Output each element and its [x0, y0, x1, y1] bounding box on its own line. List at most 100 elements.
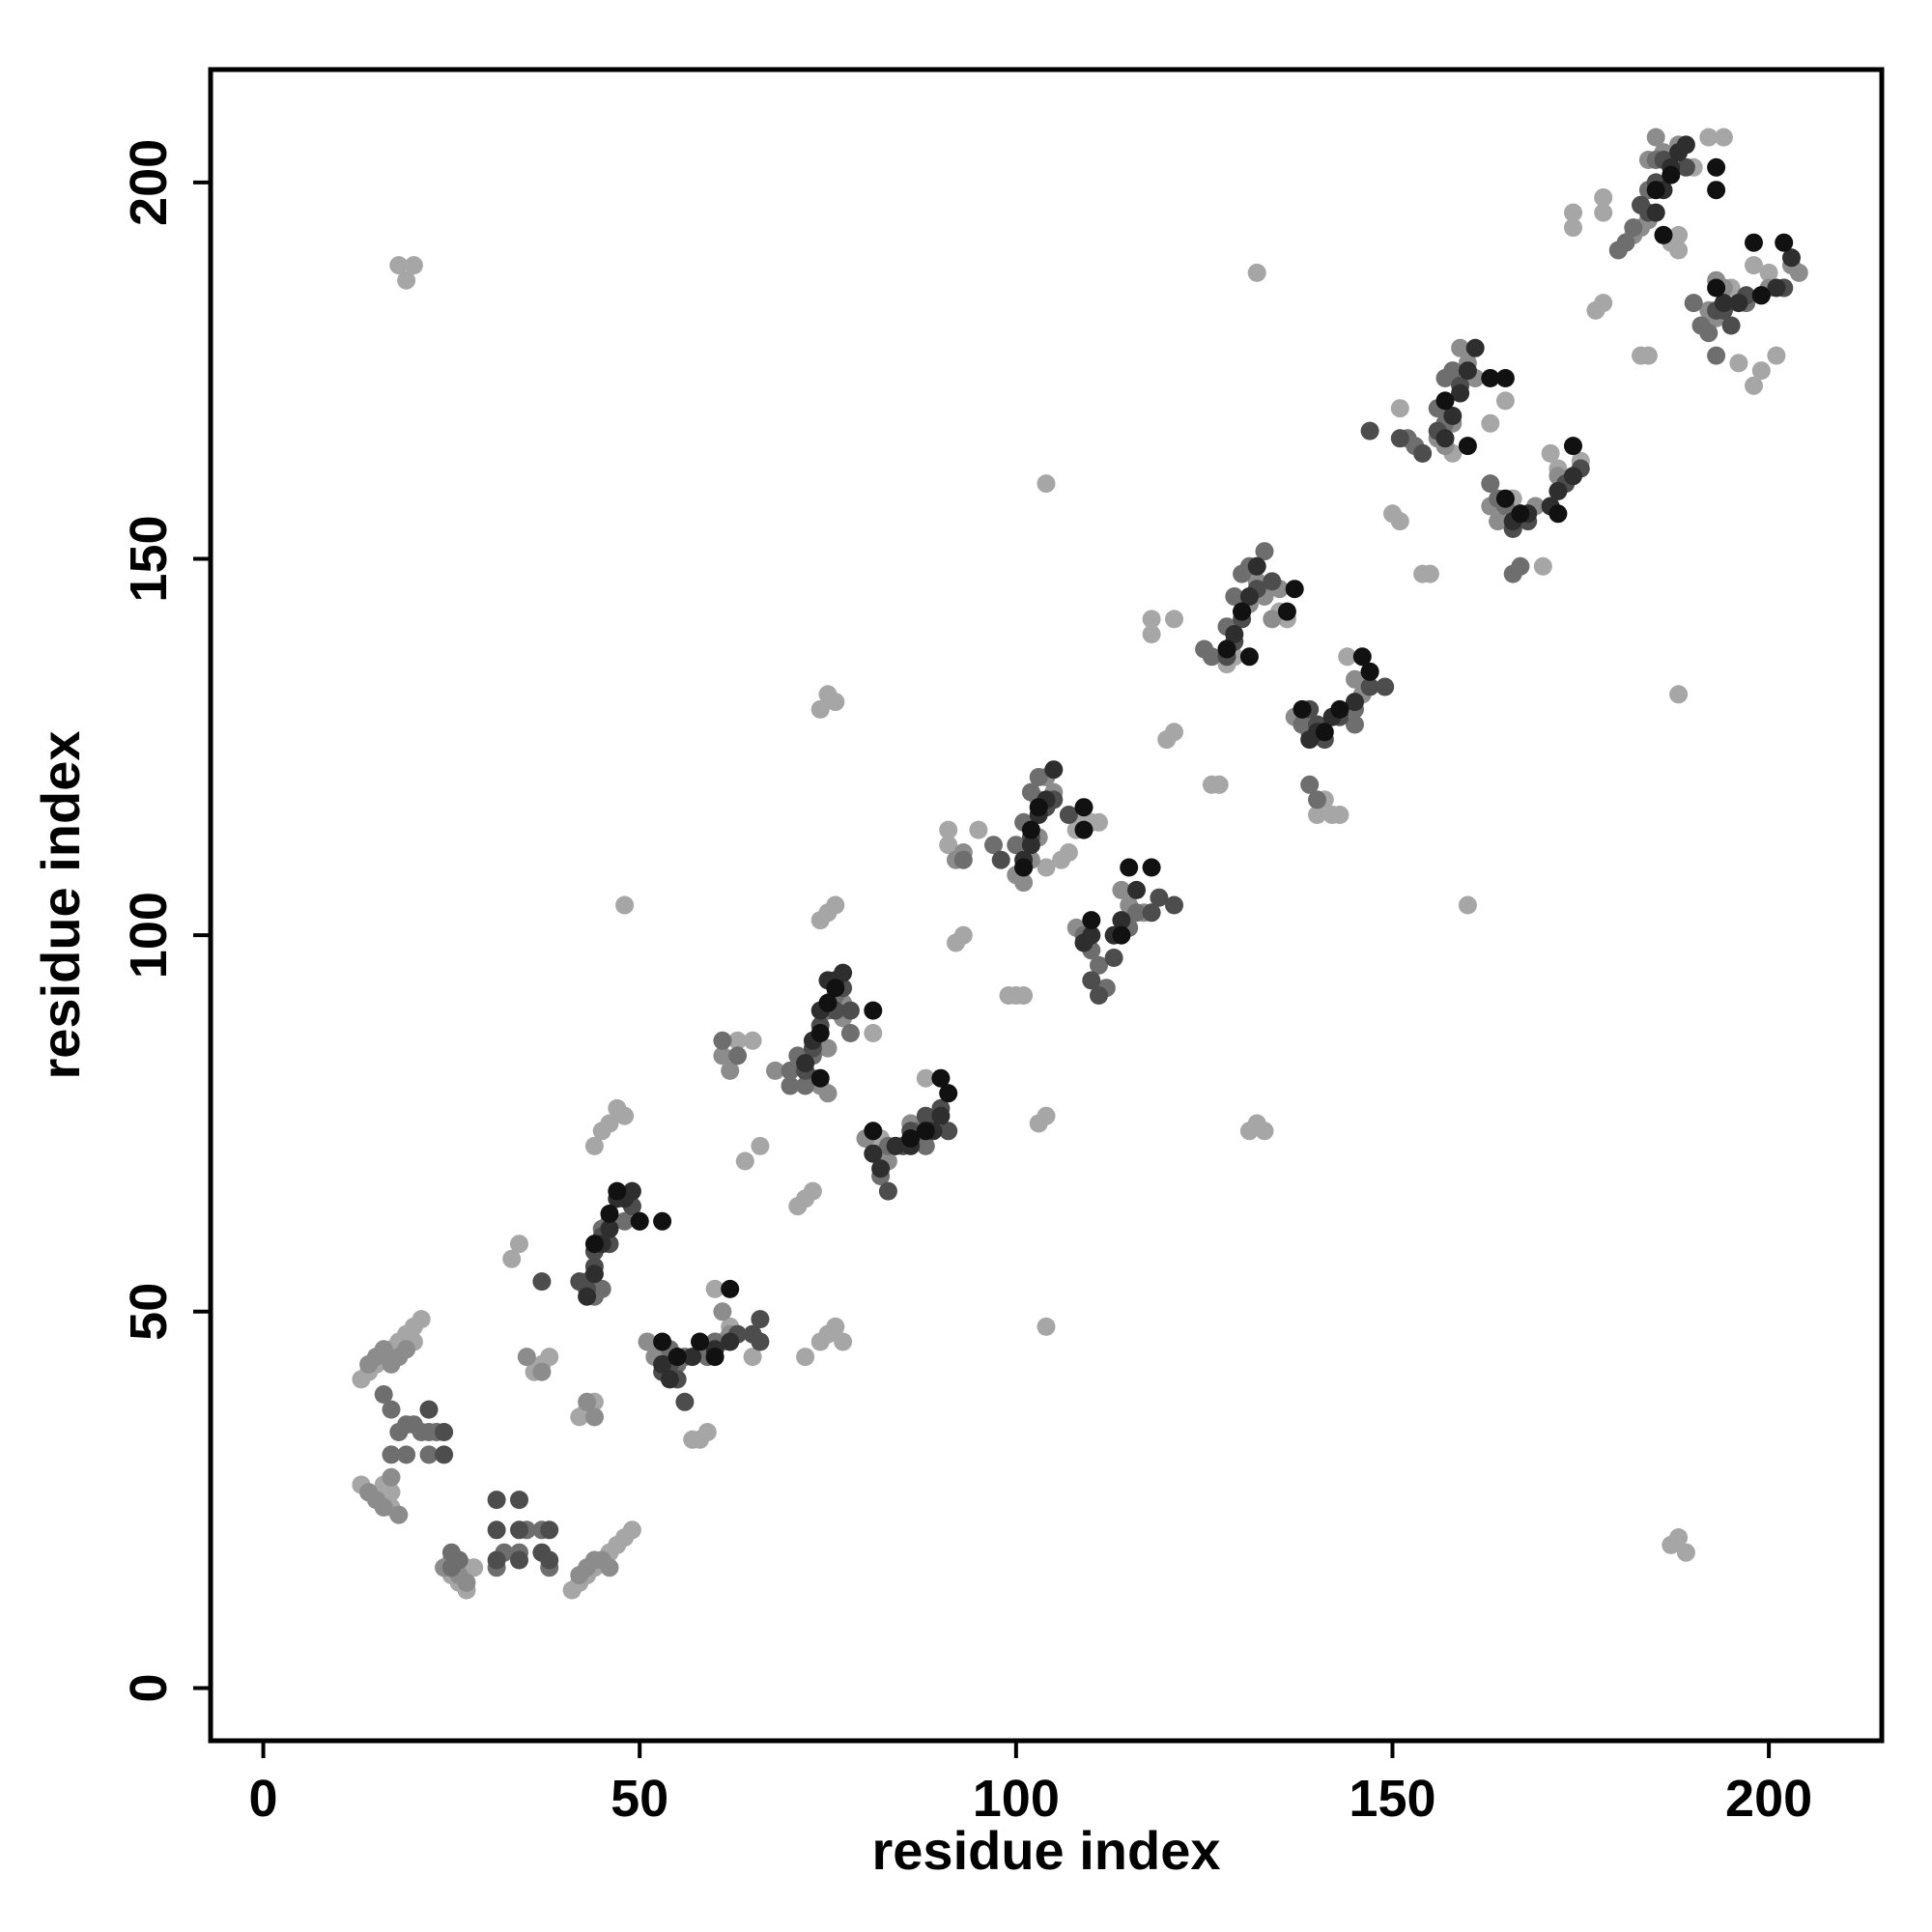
data-point	[931, 1106, 951, 1125]
data-point	[1646, 181, 1665, 200]
data-point	[713, 1046, 732, 1065]
data-point	[953, 850, 973, 869]
data-point	[1564, 437, 1582, 456]
data-point	[1330, 699, 1350, 719]
data-point	[953, 925, 973, 945]
data-point	[1014, 858, 1034, 877]
data-point	[622, 1181, 641, 1201]
data-point	[751, 1332, 770, 1351]
data-point	[1233, 602, 1252, 621]
data-point	[382, 1445, 401, 1464]
data-point	[1789, 263, 1808, 282]
data-point	[743, 1348, 762, 1367]
data-point	[584, 1264, 604, 1284]
data-point	[1247, 556, 1266, 576]
data-point	[721, 1279, 740, 1298]
data-point	[1676, 157, 1695, 177]
data-point	[1714, 128, 1733, 147]
data-point	[1751, 286, 1771, 305]
data-point	[864, 1001, 883, 1020]
y-tick-label: 0	[120, 1673, 178, 1702]
data-point	[1300, 775, 1320, 794]
data-point	[1315, 723, 1334, 742]
x-tick-label: 0	[249, 1770, 278, 1828]
data-point	[1360, 677, 1379, 696]
data-point	[1090, 955, 1108, 975]
data-point	[1451, 338, 1470, 357]
data-point	[834, 1332, 853, 1351]
data-point	[916, 1122, 935, 1141]
data-point	[1044, 760, 1064, 780]
data-point	[1225, 587, 1244, 606]
data-point	[1435, 429, 1455, 448]
data-point	[1082, 911, 1101, 930]
data-point	[630, 1211, 649, 1231]
data-point	[721, 1332, 740, 1351]
data-point	[1767, 278, 1786, 298]
data-point	[1239, 1122, 1259, 1141]
data-point	[826, 1317, 845, 1336]
data-point	[1127, 880, 1146, 899]
plot-frame	[208, 67, 1885, 1744]
data-point	[751, 1310, 770, 1329]
data-point	[1059, 806, 1078, 824]
data-point	[781, 1061, 800, 1080]
data-point	[615, 895, 635, 915]
data-point	[1511, 556, 1530, 576]
data-point	[1037, 474, 1056, 494]
data-point	[969, 820, 988, 839]
data-point	[751, 1136, 770, 1155]
data-point	[1346, 693, 1364, 712]
data-point	[1090, 986, 1108, 1005]
data-point	[1435, 391, 1455, 411]
data-point	[1037, 1106, 1056, 1125]
data-point	[389, 1505, 409, 1524]
data-point	[1707, 346, 1726, 365]
data-point	[871, 1159, 891, 1179]
data-point	[691, 1332, 709, 1351]
data-point	[608, 1181, 627, 1201]
data-point	[1684, 294, 1703, 313]
data-point	[705, 1348, 724, 1367]
data-point	[1150, 888, 1169, 907]
data-point	[615, 1106, 635, 1125]
data-point	[818, 993, 838, 1012]
data-point	[728, 1046, 747, 1065]
data-point	[1330, 806, 1350, 824]
data-point	[766, 1061, 784, 1080]
data-point	[660, 1370, 679, 1389]
data-point	[1465, 338, 1485, 357]
data-point	[653, 1211, 672, 1231]
data-point	[1729, 354, 1748, 373]
data-point	[1564, 218, 1582, 238]
data-point	[1662, 1535, 1681, 1554]
data-point	[1745, 233, 1763, 252]
data-point	[781, 1076, 800, 1095]
data-point	[1646, 203, 1665, 222]
data-point	[1037, 858, 1056, 877]
data-point	[600, 1219, 619, 1238]
data-point	[1676, 135, 1695, 155]
data-point	[374, 1340, 393, 1359]
data-point	[683, 1348, 702, 1367]
data-point	[1112, 911, 1131, 930]
data-point	[404, 256, 423, 275]
data-point	[487, 1550, 506, 1570]
data-point	[1217, 639, 1236, 659]
data-point	[578, 1287, 597, 1306]
data-point	[1767, 346, 1786, 365]
data-point	[419, 1400, 439, 1419]
data-point	[1481, 413, 1500, 433]
data-point	[1729, 294, 1748, 313]
data-point	[864, 1024, 883, 1042]
data-point	[1662, 165, 1681, 185]
data-point	[1707, 157, 1726, 177]
data-point	[517, 1348, 536, 1367]
data-point	[697, 1423, 717, 1441]
data-point	[1390, 512, 1409, 531]
data-point	[397, 270, 416, 290]
data-point	[840, 1024, 860, 1042]
data-point	[728, 1031, 747, 1050]
data-point	[1090, 812, 1108, 832]
data-point	[374, 1385, 393, 1404]
